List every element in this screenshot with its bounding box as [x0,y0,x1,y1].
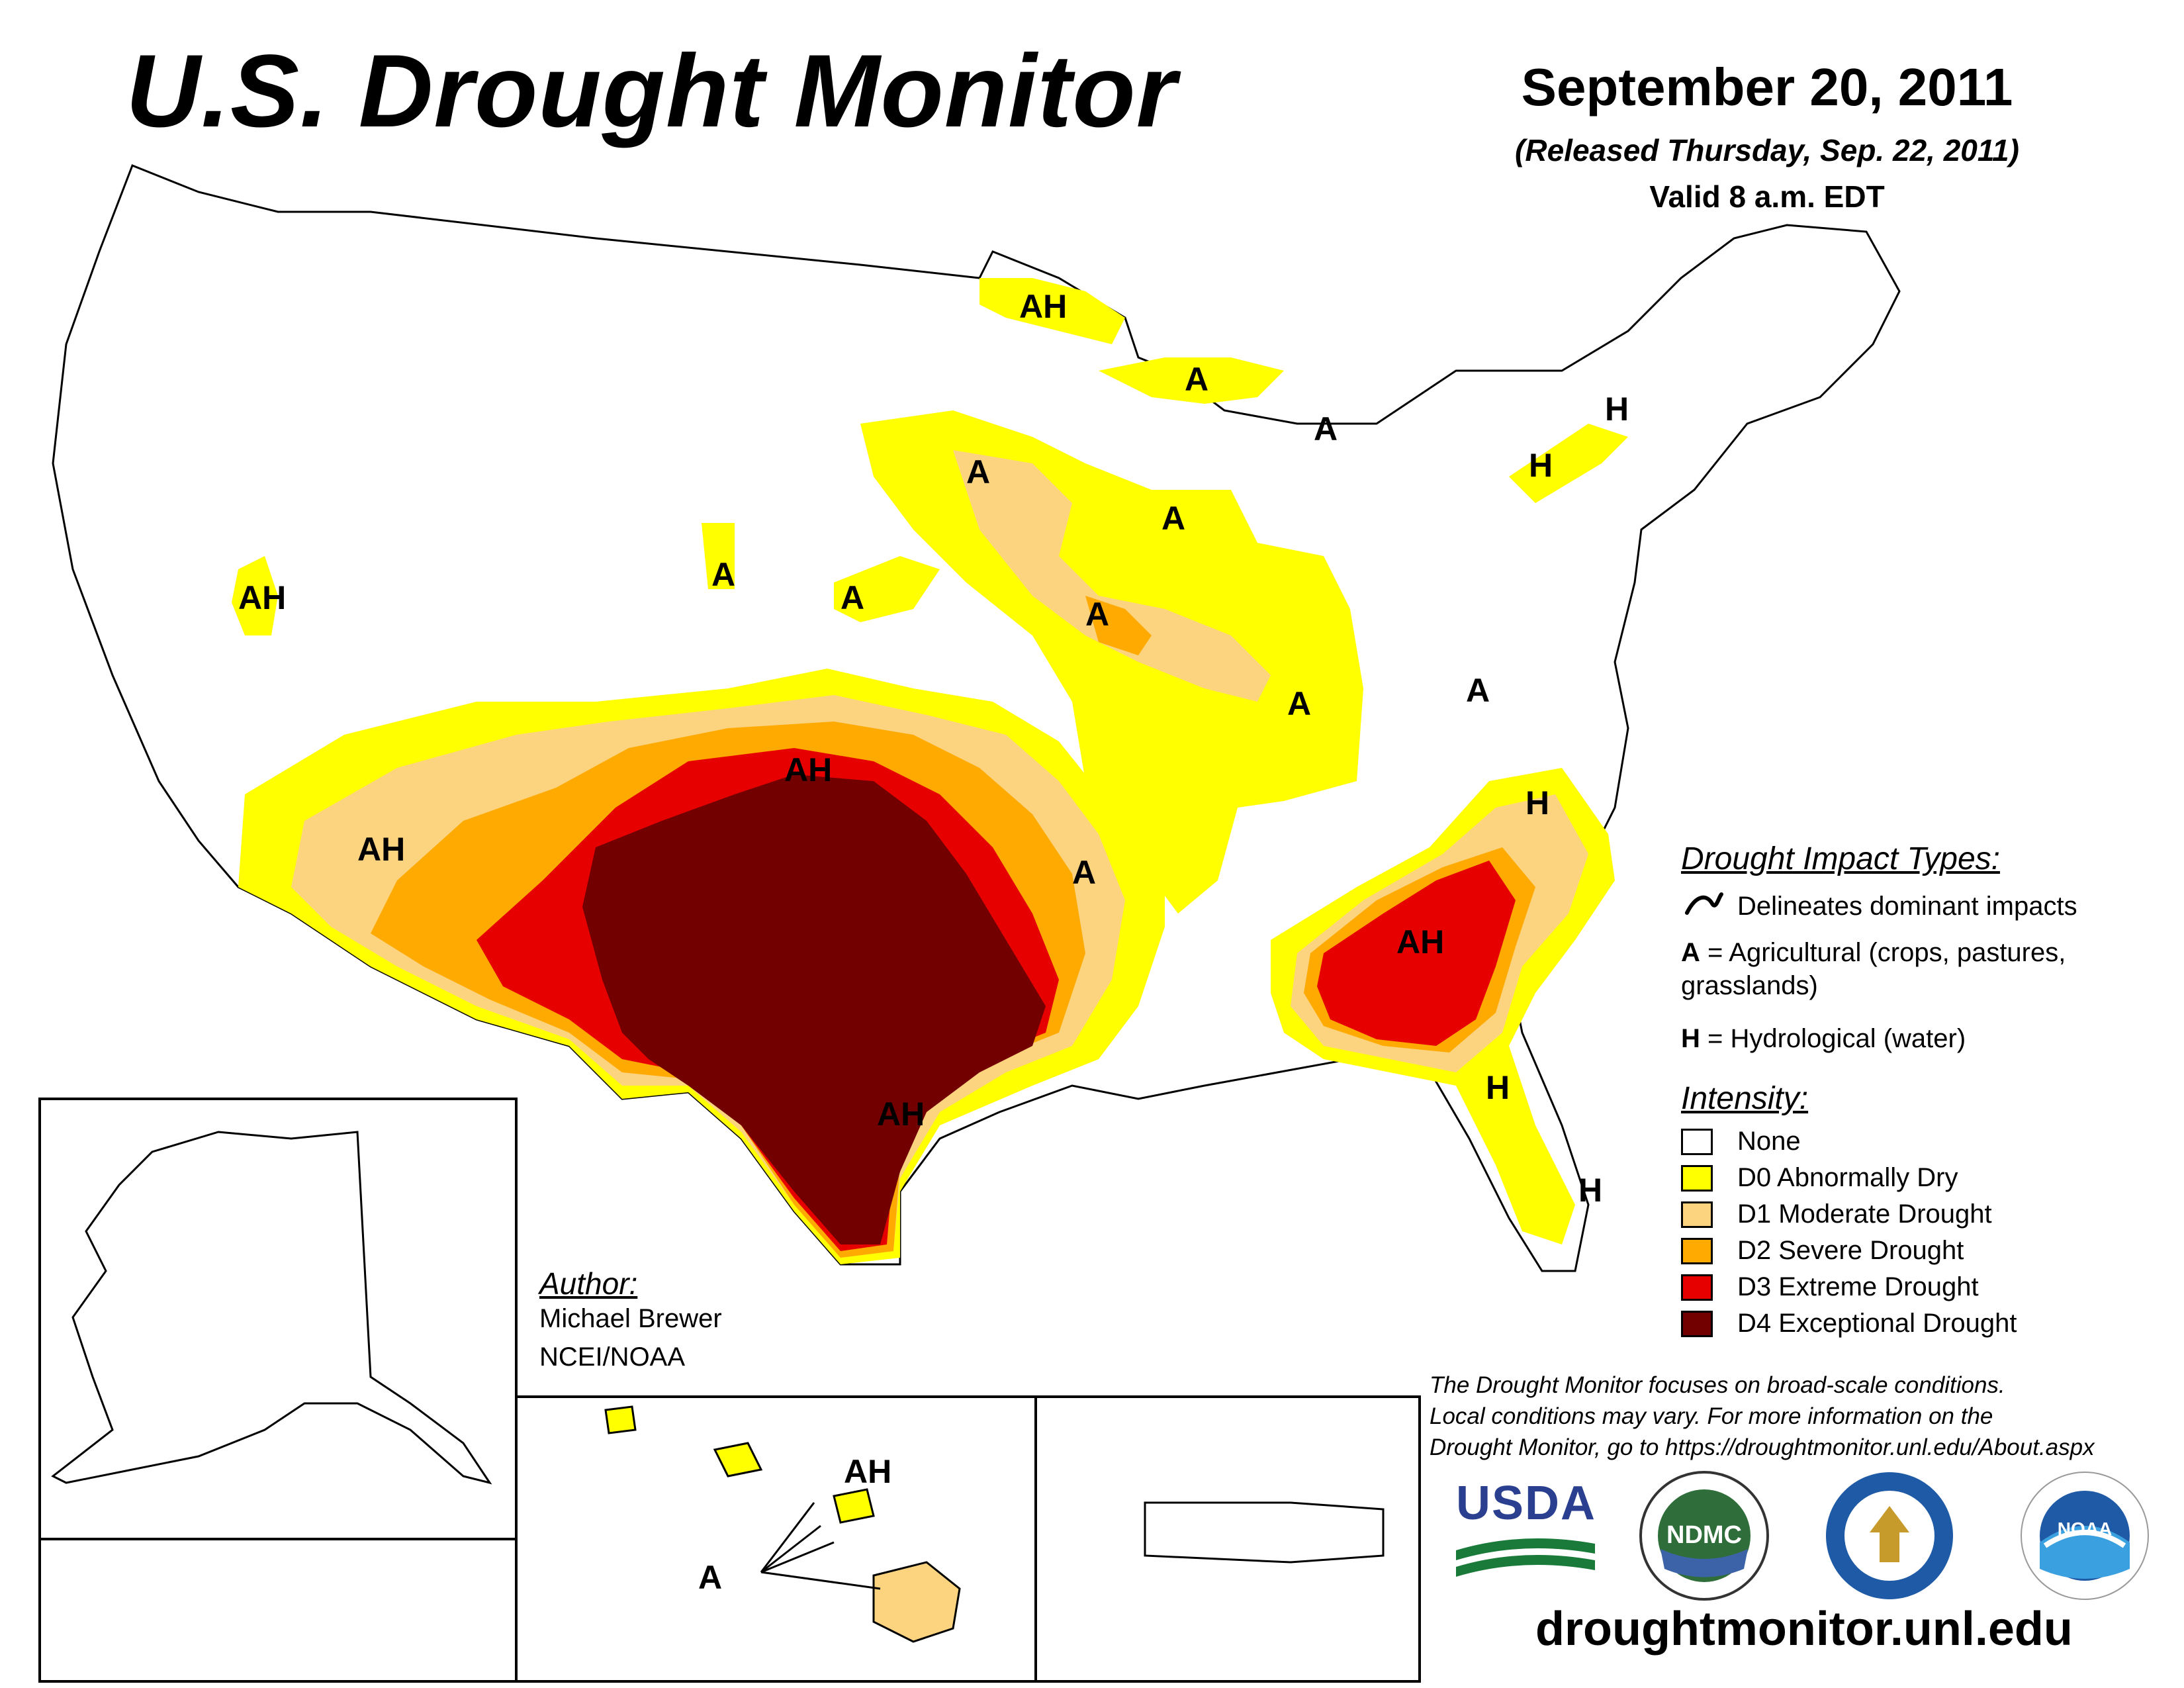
swatch-d0 [1681,1165,1713,1192]
legend-d1: D1 Moderate Drought [1737,1199,1992,1229]
impact-label-a: A [1314,410,1338,447]
impact-label-a: A [1072,854,1096,891]
ndmc-logo: NDMC [1638,1470,1770,1602]
impact-label-ah: AH [238,579,286,616]
release-date: (Released Thursday, Sep. 22, 2011) [1515,133,2019,167]
hawaii-oahu [713,1442,763,1477]
impact-label-ah: AH [357,831,405,868]
d4-texas [582,774,1046,1244]
impact-label-a: A [1085,596,1109,633]
swatch-none [1681,1129,1713,1155]
commerce-logo [1823,1470,1956,1602]
swatch-d4 [1681,1311,1713,1337]
hawaii-inset [515,1395,1037,1683]
legend-d0: D0 Abnormally Dry [1737,1163,1958,1192]
d0-upper-michigan [1099,357,1284,404]
page-title: U.S. Drought Monitor [126,34,1177,149]
hydrological-key: H = Hydrological (water) [1681,1024,1966,1053]
impact-label-a: A [966,453,990,491]
author-org: NCEI/NOAA [539,1342,686,1372]
agricultural-key-cont: grasslands) [1681,971,1818,1000]
impact-label-a: A [1185,361,1208,398]
legend-d3: D3 Extreme Drought [1737,1272,1979,1301]
delineation-line-icon [1685,892,1723,915]
legend-none: None [1737,1127,1801,1156]
d0-nebraska [702,523,735,589]
agricultural-key: A = Agricultural (crops, pastures, [1681,938,2066,967]
hawaii-big-island [872,1561,961,1643]
hawaii-kauai [604,1405,637,1434]
noaa-logo: NOAA [2019,1470,2151,1602]
impact-label-a: A [1161,500,1185,537]
impact-label-h: H [1529,447,1553,484]
puerto-rico-outline [1144,1501,1385,1564]
d0-nevada [232,556,278,635]
impact-types-heading: Drought Impact Types: [1681,841,2000,876]
alaska-outline [51,1131,492,1485]
usda-logo: USDA [1456,1476,1595,1582]
impact-label-a: A [841,579,864,616]
impact-label-ah: AH [877,1096,925,1133]
author-name: Michael Brewer [539,1304,722,1333]
footer-url[interactable]: droughtmonitor.unl.edu [1535,1603,2073,1656]
impact-label-h: H [1486,1069,1510,1106]
impact-label-a: A [1287,685,1311,722]
d2-midwest [1085,596,1152,655]
d3-southeast [1317,861,1516,1046]
impact-label-ah: AH [784,751,832,788]
author-heading: Author: [539,1266,638,1301]
d0-new-york [1509,424,1628,503]
impact-label-ah: AH [1396,923,1444,961]
impact-label-ah: AH [844,1453,891,1490]
impact-label-a: A [698,1559,722,1596]
map-date: September 20, 2011 [1521,58,2013,117]
impact-label-h: H [1578,1172,1602,1209]
disclaimer: The Drought Monitor focuses on broad-sca… [1430,1372,2095,1460]
impact-label-a: A [711,556,735,593]
d0-minnesota [979,278,1125,344]
swatch-d1 [1681,1201,1713,1228]
delineates-text: Delineates dominant impacts [1737,892,2077,921]
hawaii-maui [833,1488,875,1524]
impact-label-ah: AH [1019,288,1067,325]
impact-label-h: H [1525,784,1549,821]
intensity-heading: Intensity: [1681,1081,1809,1116]
swatch-d2 [1681,1238,1713,1264]
swatch-d3 [1681,1274,1713,1301]
valid-time: Valid 8 a.m. EDT [1649,179,1885,214]
d1-midwest [953,450,1271,702]
d0-nebraska-e [834,556,940,622]
legend-d2: D2 Severe Drought [1737,1236,1964,1265]
legend-d4: D4 Exceptional Drought [1737,1309,2017,1338]
impact-label-a: A [1466,672,1490,709]
impact-label-h: H [1605,391,1629,428]
